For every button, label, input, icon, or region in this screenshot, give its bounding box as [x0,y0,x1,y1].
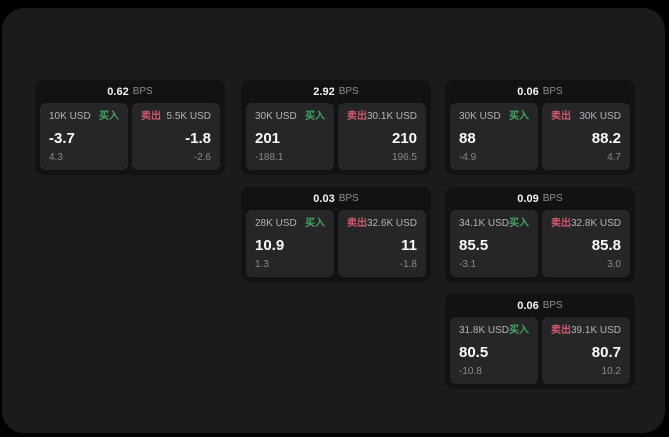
buy-delta-value: -3.1 [459,259,477,270]
buy-amount-label: 30K USD [255,111,297,122]
buy-label: 买入 [509,218,530,229]
buy-panel[interactable]: 34.1K USD 买入 85.5 -3.1 [450,210,538,277]
bps-value: 0.09 [517,192,539,205]
bps-unit-label: BPS [542,300,563,311]
card-header: 0.62 BPS [35,80,225,103]
card-header: 2.92 BPS [241,80,431,103]
buy-label: 买入 [509,111,529,122]
sell-price-value: 11 [401,236,417,254]
buy-price-value: 201 [255,129,281,147]
sell-label: 卖出 [551,111,571,122]
sell-label: 卖出 [551,218,571,229]
bps-unit-label: BPS [338,193,359,204]
card-body: 28K USD 买入 10.9 1.3 卖出 32.6K USD 11 -1.8 [241,210,431,282]
buy-delta-value: 1.3 [255,259,269,270]
sell-panel[interactable]: 卖出 32.6K USD 11 -1.8 [338,210,426,277]
quote-card: 0.06 BPS 30K USD 买入 88 -4.9 卖出 30K USD 8… [445,80,635,175]
quote-card: 0.09 BPS 34.1K USD 买入 85.5 -3.1 卖出 32.8K… [445,187,635,282]
buy-amount-label: 34.1K USD [459,218,510,229]
card-body: 30K USD 买入 88 -4.9 卖出 30K USD 88.2 4.7 [445,103,635,175]
buy-label: 买入 [305,111,325,122]
buy-label: 买入 [509,325,530,336]
sell-delta-value: -2.6 [193,152,211,163]
bps-value: 0.03 [313,192,335,205]
sell-amount-label: 5.5K USD [166,111,211,122]
sell-delta-value: 196.5 [391,152,417,163]
card-header: 0.03 BPS [241,187,431,210]
buy-delta-value: -188.1 [255,152,284,163]
sell-delta-value: 3.0 [607,259,621,270]
sell-delta-value: 4.7 [607,152,621,163]
card-header: 0.09 BPS [445,187,635,210]
card-body: 10K USD 买入 -3.7 4.3 卖出 5.5K USD -1.8 -2.… [35,103,225,175]
card-header: 0.06 BPS [445,80,635,103]
sell-amount-label: 32.6K USD [366,218,418,229]
buy-amount-label: 31.8K USD [459,325,510,336]
buy-price-value: 85.5 [459,236,489,254]
card-body: 34.1K USD 买入 85.5 -3.1 卖出 32.8K USD 85.8… [445,210,635,282]
sell-price-value: 80.7 [591,343,621,361]
sell-panel[interactable]: 卖出 32.8K USD 85.8 3.0 [542,210,630,277]
buy-panel[interactable]: 10K USD 买入 -3.7 4.3 [40,103,128,170]
sell-delta-value: -1.8 [399,259,417,270]
bps-unit-label: BPS [338,86,359,97]
bps-unit-label: BPS [132,86,153,97]
sell-delta-value: 10.2 [601,366,621,377]
sell-panel[interactable]: 卖出 30.1K USD 210 196.5 [338,103,426,170]
bps-value: 0.06 [517,299,539,312]
card-body: 30K USD 买入 201 -188.1 卖出 30.1K USD 210 1… [241,103,431,175]
sell-price-value: 210 [391,129,417,147]
sell-amount-label: 32.8K USD [570,218,622,229]
main-panel: 0.62 BPS 10K USD 买入 -3.7 4.3 卖出 5.5K USD… [2,8,665,433]
buy-delta-value: -4.9 [459,152,477,163]
sell-panel[interactable]: 卖出 39.1K USD 80.7 10.2 [542,317,630,384]
buy-price-value: 10.9 [255,236,285,254]
buy-amount-label: 30K USD [459,111,501,122]
sell-label: 卖出 [141,111,161,122]
quote-card: 2.92 BPS 30K USD 买入 201 -188.1 卖出 30.1K … [241,80,431,175]
bps-unit-label: BPS [542,193,563,204]
sell-panel[interactable]: 卖出 30K USD 88.2 4.7 [542,103,630,170]
buy-panel[interactable]: 28K USD 买入 10.9 1.3 [246,210,334,277]
card-header: 0.06 BPS [445,294,635,317]
buy-price-value: -3.7 [49,129,75,147]
buy-label: 买入 [99,111,119,122]
buy-delta-value: 4.3 [49,152,63,163]
bps-value: 0.62 [107,85,129,98]
buy-delta-value: -10.8 [459,366,482,377]
bps-unit-label: BPS [542,86,563,97]
buy-price-value: 80.5 [459,343,489,361]
sell-label: 卖出 [347,218,367,229]
buy-amount-label: 28K USD [255,218,297,229]
sell-label: 卖出 [347,111,367,122]
sell-price-value: -1.8 [185,129,211,147]
quote-card: 0.06 BPS 31.8K USD 买入 80.5 -10.8 卖出 39.1… [445,294,635,389]
bps-value: 0.06 [517,85,539,98]
sell-price-value: 88.2 [591,129,621,147]
sell-amount-label: 39.1K USD [570,325,622,336]
quote-card: 0.62 BPS 10K USD 买入 -3.7 4.3 卖出 5.5K USD… [35,80,225,175]
buy-panel[interactable]: 30K USD 买入 201 -188.1 [246,103,334,170]
sell-amount-label: 30K USD [579,111,621,122]
buy-panel[interactable]: 30K USD 买入 88 -4.9 [450,103,538,170]
card-body: 31.8K USD 买入 80.5 -10.8 卖出 39.1K USD 80.… [445,317,635,389]
buy-price-value: 88 [459,129,476,147]
quote-card: 0.03 BPS 28K USD 买入 10.9 1.3 卖出 32.6K US… [241,187,431,282]
buy-panel[interactable]: 31.8K USD 买入 80.5 -10.8 [450,317,538,384]
sell-amount-label: 30.1K USD [366,111,418,122]
buy-label: 买入 [305,218,325,229]
sell-label: 卖出 [551,325,571,336]
sell-price-value: 85.8 [591,236,621,254]
sell-panel[interactable]: 卖出 5.5K USD -1.8 -2.6 [132,103,220,170]
bps-value: 2.92 [313,85,335,98]
buy-amount-label: 10K USD [49,111,91,122]
